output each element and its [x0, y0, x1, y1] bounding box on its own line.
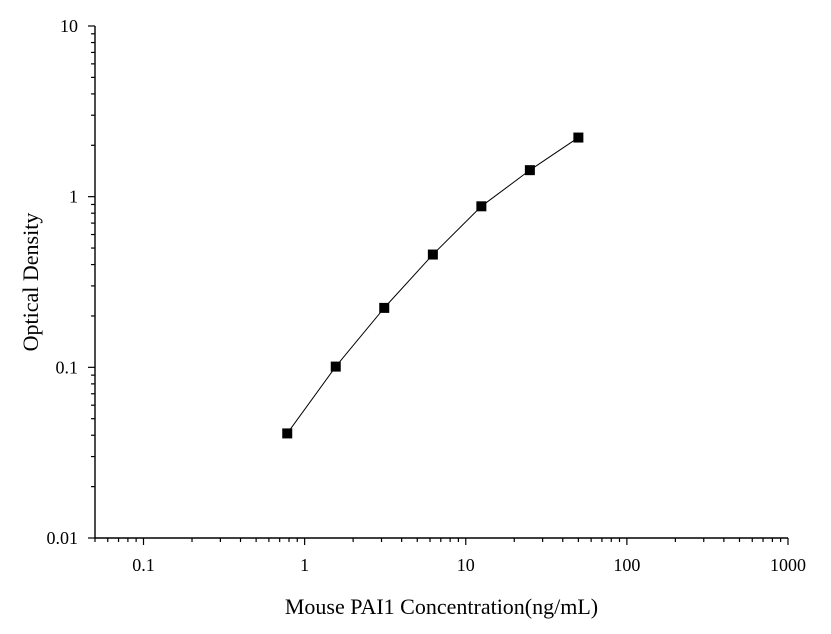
data-point-marker	[476, 201, 487, 212]
x-tick-label: 1000	[770, 555, 806, 575]
x-tick-label: 100	[613, 555, 640, 575]
axes	[94, 26, 788, 539]
x-ticks	[94, 538, 789, 545]
x-tick-label: 1	[300, 555, 309, 575]
data-point-marker	[330, 361, 341, 372]
data-point-marker	[282, 428, 293, 439]
data-point-marker	[573, 132, 584, 143]
y-tick-label: 1	[69, 187, 78, 207]
y-tick-labels: 0.01 0.1 1 10	[47, 16, 79, 548]
x-axis-title: Mouse PAI1 Concentration(ng/mL)	[285, 594, 598, 619]
plot-series	[282, 132, 584, 439]
x-tick-label: 10	[457, 555, 475, 575]
y-tick-label: 10	[60, 16, 78, 36]
series-line	[286, 137, 579, 434]
data-point-marker	[524, 165, 535, 176]
x-tick-label: 0.1	[132, 555, 155, 575]
y-ticks	[88, 25, 95, 539]
y-tick-label: 0.1	[56, 357, 79, 377]
data-point-marker	[427, 249, 438, 260]
y-tick-label: 0.01	[47, 528, 79, 548]
x-tick-labels: 0.1 1 10 100 1000	[132, 555, 806, 575]
y-axis-title: Optical Density	[18, 213, 43, 352]
data-point-marker	[379, 302, 390, 313]
